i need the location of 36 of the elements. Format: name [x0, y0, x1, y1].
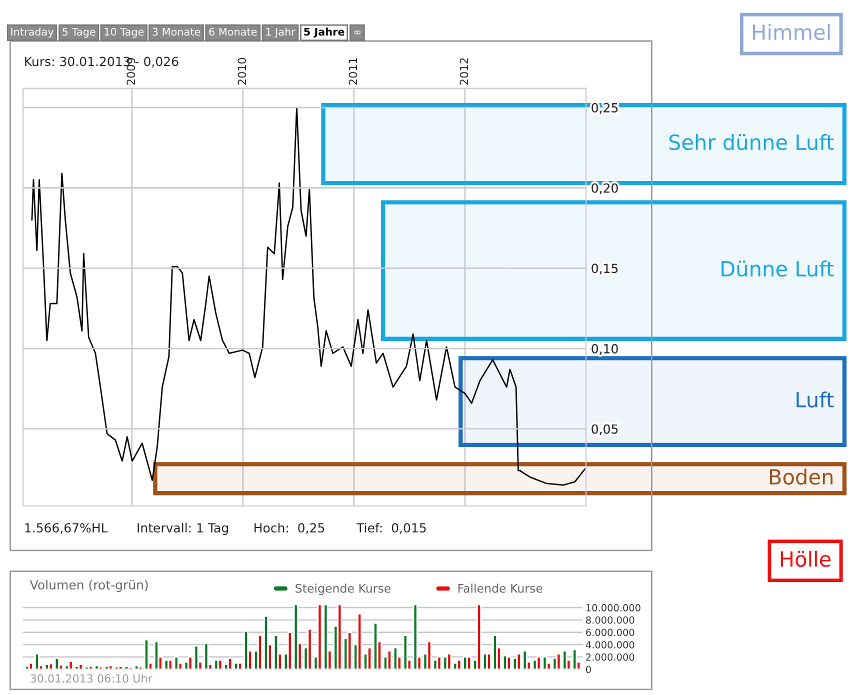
text: 1 Jahr: [266, 28, 296, 38]
y-tick-label: 6.000.000: [586, 628, 634, 636]
text: Intraday: [11, 28, 54, 38]
y-tick-label: 0,20: [592, 183, 618, 194]
text: 1.566,67%HL: [25, 523, 108, 534]
legend-label: Fallende Kurse: [458, 584, 542, 593]
text: Intervall: 1 Tag: [138, 522, 228, 535]
text: 10 Tage: [104, 28, 144, 38]
text: 5 Jahre: [304, 28, 344, 38]
line-series: [31, 106, 586, 486]
y-tick-label: 10.000.000: [586, 604, 640, 612]
text: Himmel: [753, 24, 830, 40]
y-tick-label: 0,05: [592, 424, 618, 436]
y-tick-label: 0,15: [592, 264, 618, 274]
text: Hölle: [780, 550, 831, 567]
x-tick-label: 2011: [348, 58, 358, 85]
y-tick-label: 4.000.000: [586, 641, 634, 648]
y-tick-label: 2.000.000: [586, 653, 634, 661]
text: 3 Monate: [152, 28, 200, 36]
legend-label: Steigende Kurse: [296, 584, 391, 596]
x-tick-label: 2010: [238, 58, 246, 85]
band-label: Boden: [770, 468, 832, 485]
text: ∞: [354, 30, 360, 34]
y-tick-label: 0: [586, 666, 591, 674]
text: Hoch: 0,25: [254, 522, 324, 534]
band-label: Dünne Luft: [722, 260, 834, 277]
band-label: Luft: [796, 391, 834, 408]
text: 6 Monate: [209, 28, 257, 36]
x-tick-label: 2012: [460, 58, 468, 85]
band-label: Sehr dünne Luft: [669, 134, 834, 150]
y-tick-label: 8.000.000: [586, 616, 634, 624]
text: 5 Tage: [62, 28, 96, 38]
y-tick-label: 0,10: [592, 344, 618, 355]
text: 30.01.2013 06:10 Uhr: [30, 674, 152, 683]
text: Tief: 0,015: [356, 522, 426, 534]
chart-title: Volumen (rot-grün): [30, 580, 148, 592]
